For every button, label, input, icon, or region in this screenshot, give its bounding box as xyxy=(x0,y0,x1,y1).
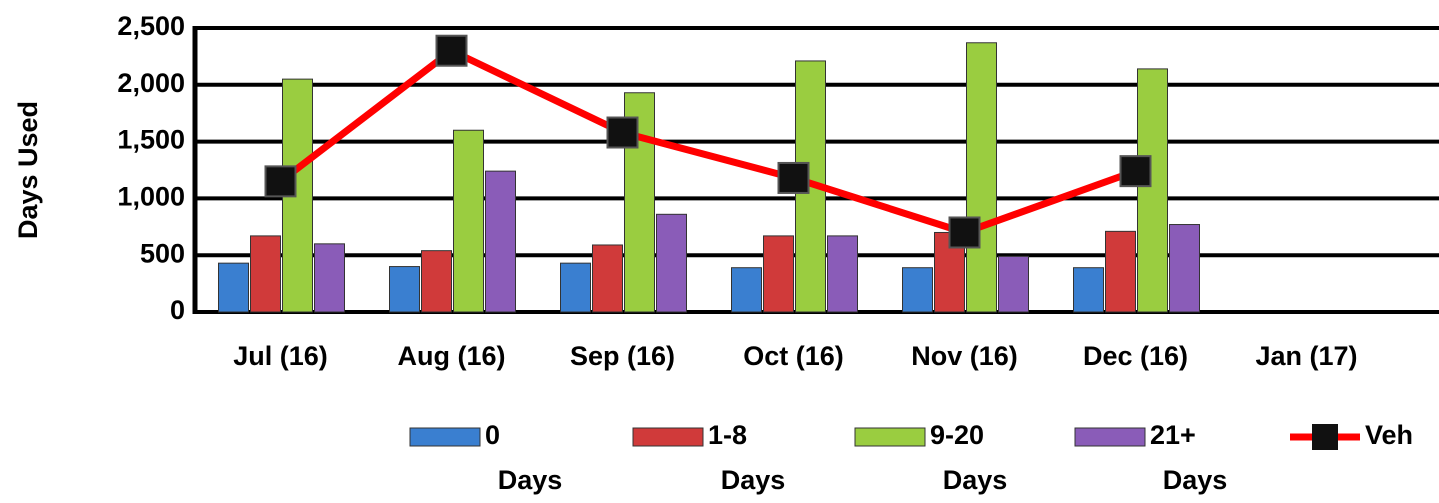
legend-label: 9-20 Days xyxy=(930,420,1007,495)
bar xyxy=(421,250,452,313)
legend-marker xyxy=(1312,424,1338,450)
y-tick-label: 1,000 xyxy=(117,182,185,212)
legend-label: 21+ Days xyxy=(1150,420,1227,495)
legend-swatch xyxy=(854,427,926,447)
x-tick-label: Oct (16) xyxy=(743,341,844,371)
bar xyxy=(314,243,345,313)
bar xyxy=(998,255,1029,313)
marker xyxy=(435,34,468,67)
bar xyxy=(1169,224,1200,313)
legend-swatch xyxy=(409,427,481,447)
y-tick-label: 2,000 xyxy=(117,68,185,98)
bar xyxy=(731,267,762,313)
bar xyxy=(656,213,687,313)
marker xyxy=(1119,155,1152,188)
legend-label: Veh xyxy=(1365,420,1413,450)
legend-swatch xyxy=(1074,427,1146,447)
y-tick-label: 1,500 xyxy=(117,125,185,155)
x-tick-label: Sep (16) xyxy=(570,341,675,371)
legend-label: 0 Days xyxy=(485,420,562,495)
legend-label: 1-8 Days xyxy=(708,420,785,495)
marker xyxy=(948,216,981,249)
bar xyxy=(1105,230,1136,313)
bar xyxy=(1137,68,1168,313)
bar xyxy=(966,42,997,313)
marker xyxy=(777,161,810,194)
line xyxy=(278,47,1137,236)
bar xyxy=(827,235,858,313)
bar xyxy=(218,262,249,313)
bar xyxy=(453,129,484,313)
bar xyxy=(485,170,516,313)
bar xyxy=(560,262,591,313)
y-axis-label: Days Used xyxy=(13,101,43,239)
bar xyxy=(902,267,933,313)
marker xyxy=(264,165,297,198)
bar xyxy=(592,244,623,313)
bar xyxy=(250,235,281,313)
y-tick-label: 0 xyxy=(170,295,185,325)
y-tick-label: 2,500 xyxy=(117,11,185,41)
marker xyxy=(606,116,639,149)
x-tick-label: Nov (16) xyxy=(911,341,1018,371)
y-tick-label: 500 xyxy=(140,238,185,268)
bar xyxy=(389,266,420,313)
x-tick-label: Jan (17) xyxy=(1255,341,1357,371)
x-tick-label: Jul (16) xyxy=(233,341,328,371)
legend-swatch xyxy=(632,427,704,447)
bar xyxy=(1073,267,1104,313)
x-tick-label: Dec (16) xyxy=(1083,341,1188,371)
bar xyxy=(763,235,794,313)
x-tick-label: Aug (16) xyxy=(398,341,506,371)
